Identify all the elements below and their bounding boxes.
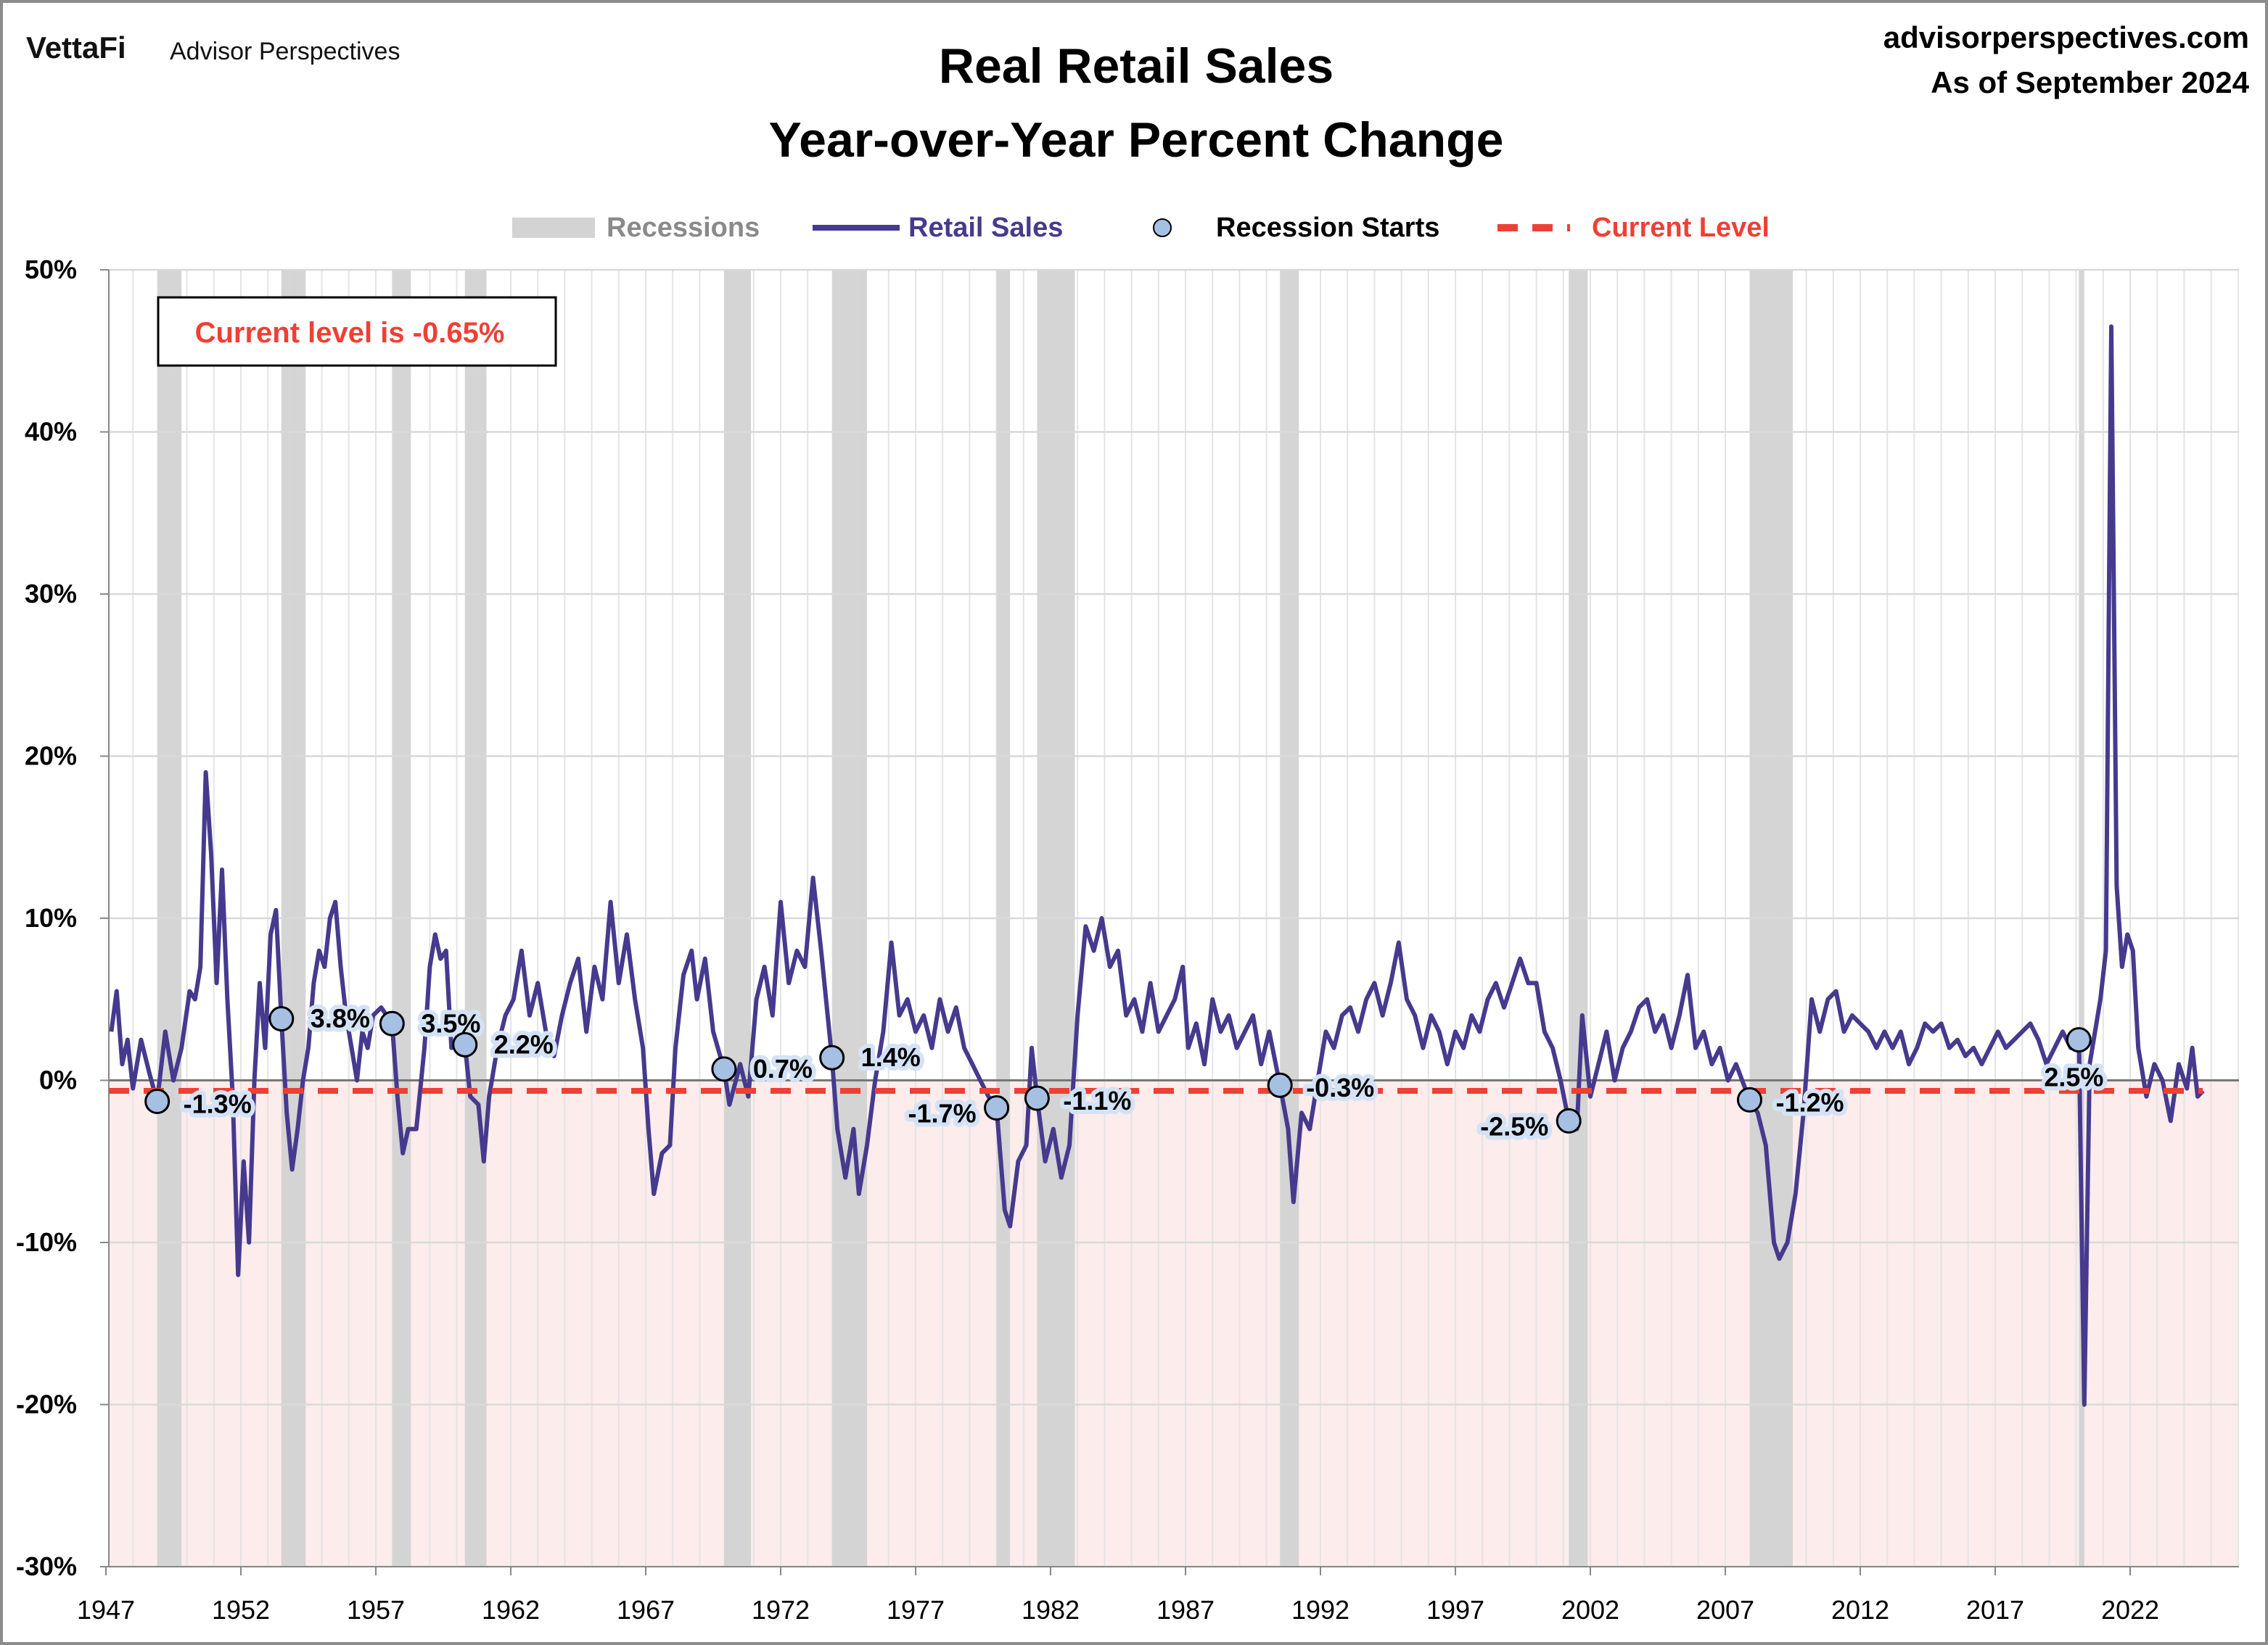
x-tick-label: 1967	[617, 1595, 675, 1625]
recession-start-label: -2.5%	[1480, 1111, 1548, 1141]
y-tick-label: 10%	[25, 903, 77, 933]
recession-start-marker	[268, 1006, 295, 1032]
recession-start-marker	[1736, 1087, 1762, 1113]
legend: Recessions Retail Sales Recession Starts…	[512, 213, 1770, 243]
x-tick-label: 1957	[347, 1595, 405, 1625]
recession-start-label: -1.3%	[184, 1089, 252, 1119]
current-level-callout: Current level is -0.65%	[157, 296, 557, 367]
legend-recessions-swatch	[512, 218, 595, 238]
x-tick-label: 1987	[1156, 1595, 1215, 1625]
x-tick-label: 1947	[77, 1595, 135, 1625]
legend-recessions-label: Recessions	[607, 213, 760, 243]
negative-zone	[109, 1080, 2239, 1567]
plot-area: -30% -20% -10% 0% 10% 20% 30% 40% 50% 1947 1952 195…	[16, 255, 2239, 1625]
recession-start-label: -1.1%	[1063, 1086, 1131, 1116]
legend-recession-starts-swatch	[1153, 218, 1172, 237]
x-tick-label: 2017	[1966, 1595, 2024, 1625]
recession-start-marker	[1024, 1085, 1050, 1111]
y-tick-label: -10%	[16, 1227, 77, 1257]
recession-start-label: 2.2%	[494, 1029, 554, 1059]
recession-start-marker	[819, 1044, 845, 1071]
y-tick-label: 40%	[25, 417, 77, 447]
recession-start-label: 1.4%	[861, 1042, 921, 1072]
y-tick-label: 30%	[25, 579, 77, 609]
x-tick-label: 1962	[482, 1595, 540, 1625]
recession-start-marker	[1267, 1072, 1293, 1098]
recession-start-marker	[2066, 1027, 2092, 1053]
logo-subtitle: Advisor Perspectives	[170, 38, 400, 65]
x-tick-label: 1952	[212, 1595, 270, 1625]
recession-start-marker	[144, 1089, 170, 1115]
recession-start-label: 3.5%	[421, 1008, 480, 1038]
recession-start-label: 0.7%	[753, 1054, 813, 1084]
legend-retail-sales-label: Retail Sales	[908, 213, 1063, 243]
x-tick-label: 1992	[1291, 1595, 1349, 1625]
recession-start-label: 2.5%	[2044, 1063, 2103, 1092]
site-url: advisorperspectives.com	[1883, 20, 2249, 54]
callout-box	[157, 296, 557, 367]
recession-start-marker	[984, 1094, 1010, 1121]
recession-start-marker	[379, 1010, 405, 1036]
recession-start-label: -0.3%	[1306, 1073, 1374, 1102]
x-tick-label: 1977	[887, 1595, 945, 1625]
x-tick-label: 2007	[1696, 1595, 1754, 1625]
recession-start-label: -1.7%	[908, 1098, 977, 1128]
legend-current-level-label: Current Level	[1592, 213, 1770, 243]
y-tick-label: 20%	[25, 741, 77, 771]
chart-title-line1: Real Retail Sales	[939, 38, 1334, 94]
callout-text: Current level is -0.65%	[195, 317, 505, 349]
recession-start-marker	[452, 1031, 478, 1058]
y-tick-label: -30%	[16, 1551, 77, 1581]
recession-start-marker	[1556, 1108, 1582, 1134]
chart-title-line2: Year-over-Year Percent Change	[769, 112, 1504, 168]
recession-start-label: -1.2%	[1775, 1087, 1844, 1117]
logo-brand: VettaFi	[26, 30, 126, 65]
as-of-date: As of September 2024	[1931, 65, 2249, 99]
x-tick-label: 1982	[1022, 1595, 1080, 1625]
x-tick-label: 1972	[752, 1595, 810, 1625]
y-tick-label: -20%	[16, 1390, 77, 1419]
x-tick-label: 2022	[2101, 1595, 2159, 1625]
y-tick-label: 0%	[39, 1065, 77, 1095]
x-tick-label: 2002	[1561, 1595, 1619, 1625]
y-tick-label: 50%	[25, 255, 77, 284]
recession-start-marker	[711, 1056, 737, 1082]
x-tick-label: 1997	[1426, 1595, 1484, 1625]
recession-start-label: 3.8%	[311, 1004, 370, 1034]
legend-recession-starts-label: Recession Starts	[1216, 213, 1439, 243]
x-tick-label: 2012	[1831, 1595, 1889, 1625]
